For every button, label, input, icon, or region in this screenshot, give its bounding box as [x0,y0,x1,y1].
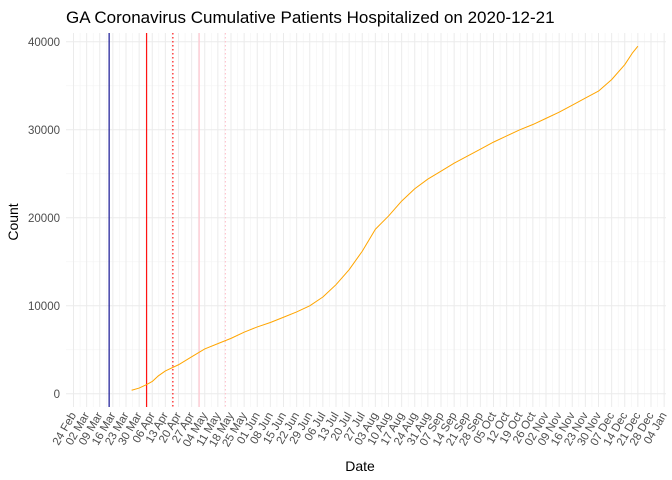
major-gridlines [66,33,666,407]
y-tick-label: 20000 [28,213,60,225]
x-axis-title: Date [345,458,375,474]
series-line [131,45,639,391]
y-tick-label: 40000 [28,37,60,49]
minor-gridlines [66,33,666,407]
y-tick-label: 0 [54,389,60,401]
y-axis-title: Count [5,203,21,240]
reference-lines [108,33,226,407]
chart-title: GA Coronavirus Cumulative Patients Hospi… [66,8,555,27]
y-tick-label: 10000 [28,301,60,313]
series-layer [131,45,639,391]
y-axis-tick-labels: 0 10000 20000 30000 40000 [28,37,60,401]
y-tick-label: 30000 [28,125,60,137]
